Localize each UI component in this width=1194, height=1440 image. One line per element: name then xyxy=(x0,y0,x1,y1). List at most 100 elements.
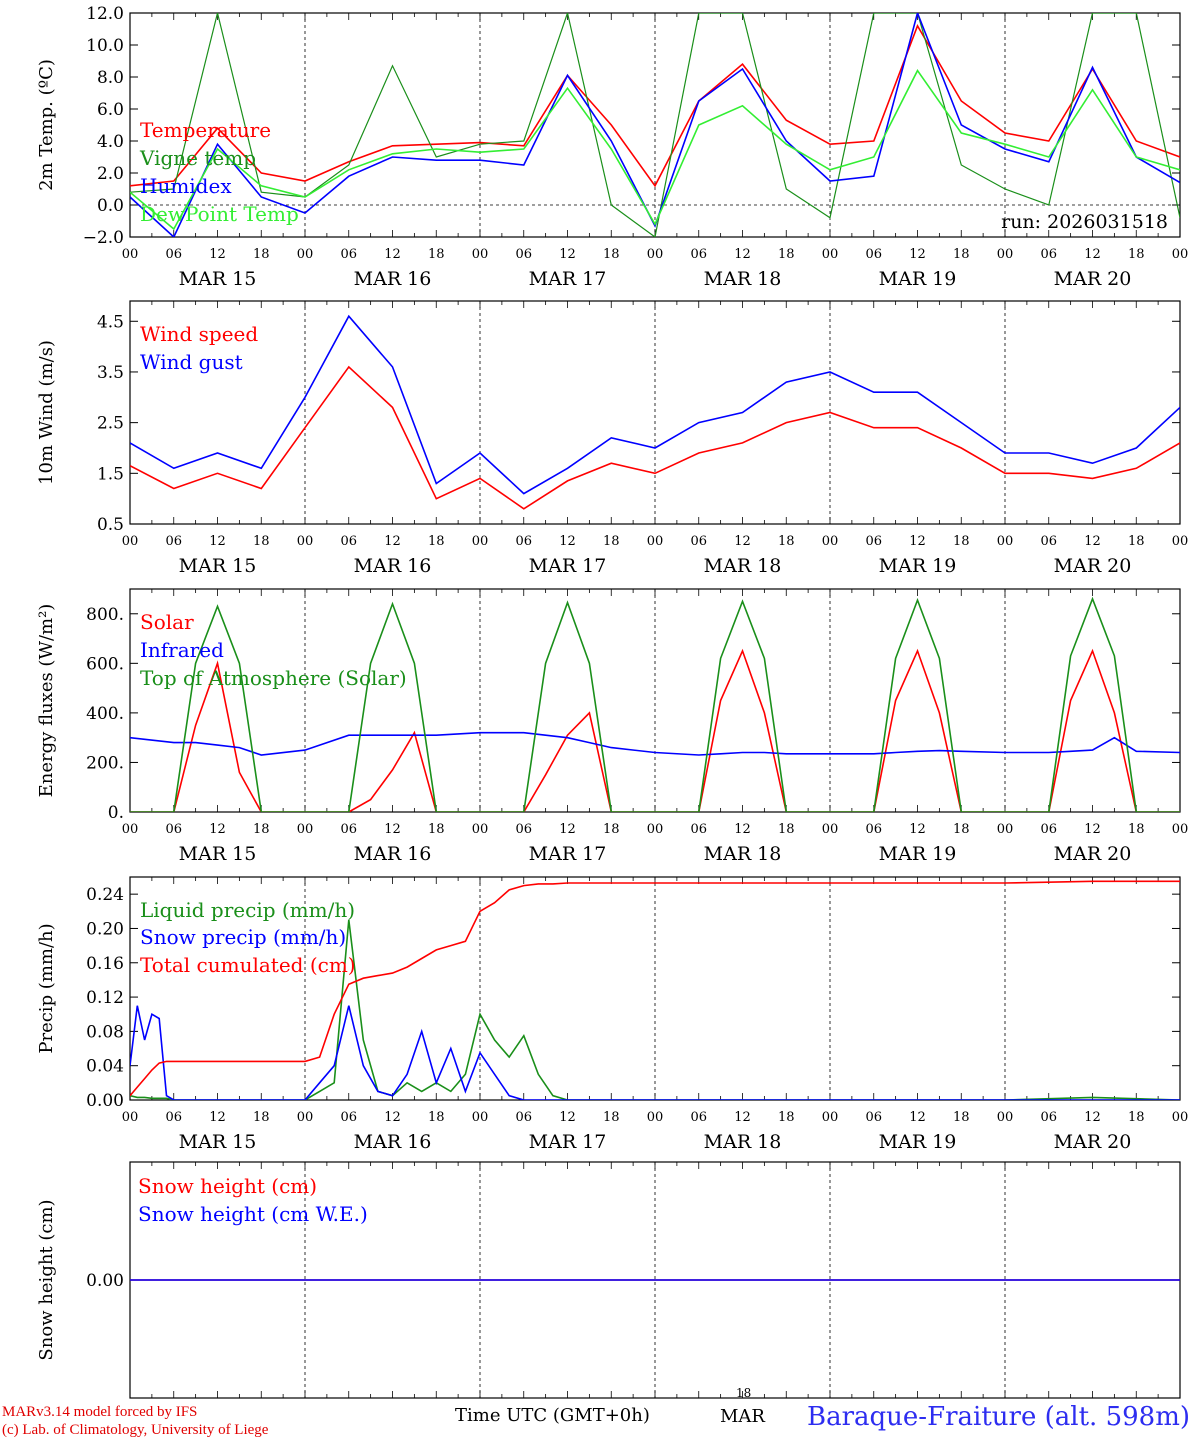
x-hour-label: 18 xyxy=(603,1110,620,1125)
x-day-label: MAR 18 xyxy=(704,843,782,865)
x-hour-label: 06 xyxy=(515,534,532,549)
series-group xyxy=(130,880,1180,1100)
x-hour-label: 00 xyxy=(647,822,664,837)
y-tick-label: 1.5 xyxy=(97,464,124,484)
x-hour-label: 12 xyxy=(384,534,401,549)
x-hour-label: 06 xyxy=(515,1110,532,1125)
x-hour-label: 18 xyxy=(1128,247,1145,262)
y-tick-label: 0.16 xyxy=(86,954,124,974)
x-hour-label: 12 xyxy=(734,1110,751,1125)
x-hour-label: 06 xyxy=(340,822,357,837)
x-hour-label: 00 xyxy=(647,1110,664,1125)
x-hour-label: 18 xyxy=(953,247,970,262)
y-axis-label: Energy fluxes (W/m²) xyxy=(36,604,57,798)
x-hour-label: 06 xyxy=(690,247,707,262)
x-hour-label: 00 xyxy=(1172,1110,1189,1125)
x-hour-label: 18 xyxy=(428,822,445,837)
y-tick-label: 400. xyxy=(86,704,124,724)
y-tick-label: 600. xyxy=(86,654,124,674)
y-tick-label: 800. xyxy=(86,605,124,625)
x-hour-label: 00 xyxy=(472,1110,489,1125)
legend-entry: Snow height (cm W.E.) xyxy=(138,1202,368,1226)
x-hour-label: 12 xyxy=(209,534,226,549)
y-tick-label: 0.00 xyxy=(86,1091,124,1111)
y-axis-label: Snow height (cm) xyxy=(36,1199,57,1360)
panel-frame xyxy=(129,588,1181,813)
x-day-label: MAR 20 xyxy=(1054,1131,1132,1153)
x-hour-label: 06 xyxy=(1040,534,1057,549)
x-hour-label: 12 xyxy=(1084,822,1101,837)
x-hour-label: 12 xyxy=(734,534,751,549)
station-title: Baraque-Fraiture (alt. 598m) xyxy=(806,1402,1190,1432)
x-hour-label: 00 xyxy=(997,1110,1014,1125)
x-hour-label: 00 xyxy=(122,1110,139,1125)
x-hour-label: 18 xyxy=(253,822,270,837)
series-line xyxy=(130,731,1180,756)
x-hour-label: 12 xyxy=(559,534,576,549)
series-line xyxy=(130,314,1180,495)
x-hour-label: 00 xyxy=(122,534,139,549)
series-line xyxy=(130,13,1180,237)
x-day-label: MAR 16 xyxy=(354,268,432,290)
x-hour-label: 18 xyxy=(603,247,620,262)
x-hour-label: 18 xyxy=(778,822,795,837)
series-group xyxy=(130,13,1180,237)
x-hour-label: 00 xyxy=(297,822,314,837)
panel-5: 0.00 Snow height (cm) Snow height (cm) Snow… xyxy=(36,1161,1181,1399)
x-hour-label: 00 xyxy=(997,247,1014,262)
y-axis-label: Precip (mm/h) xyxy=(36,923,57,1053)
y-tick-label: 3.5 xyxy=(97,363,124,383)
x-hour-label: 12 xyxy=(1084,247,1101,262)
x-day-label: MAR 17 xyxy=(529,843,607,865)
x-hour-label: 12 xyxy=(1084,534,1101,549)
series-group xyxy=(130,314,1180,510)
x-hour-label: 06 xyxy=(340,534,357,549)
legend-entry: Temperature xyxy=(140,118,271,142)
x-hour-label: 00 xyxy=(822,247,839,262)
x-hour-label: 06 xyxy=(1040,1110,1057,1125)
y-tick-label: 0.00 xyxy=(86,1271,124,1291)
x-hour-label: 12 xyxy=(384,1110,401,1125)
x-hour-label: 18 xyxy=(603,534,620,549)
x-hour-label: 00 xyxy=(822,822,839,837)
model-credit: MARv3.14 model forced by IFS xyxy=(2,1404,198,1420)
x-hour-label: 06 xyxy=(690,1110,707,1125)
legend-entry: Solar xyxy=(140,610,194,634)
x-hour-label: 06 xyxy=(690,822,707,837)
x-hour-label: 18 xyxy=(953,1110,970,1125)
x-day-label: MAR 16 xyxy=(354,843,432,865)
y-tick-label: 0.04 xyxy=(86,1057,124,1077)
series-line xyxy=(130,1005,1180,1100)
x-day-label: MAR 20 xyxy=(1054,555,1132,577)
y-tick-label: 6.0 xyxy=(97,100,124,120)
run-annotation: run: 2026031518 xyxy=(1001,211,1168,233)
x-day-label: MAR 17 xyxy=(529,268,607,290)
x-hour-label: 00 xyxy=(997,534,1014,549)
x-hour-label: 12 xyxy=(559,822,576,837)
panel-frame xyxy=(129,300,1181,525)
x-hour-label: 06 xyxy=(865,822,882,837)
x-hour-label: 18 xyxy=(1128,1110,1145,1125)
x-hour-label: 06 xyxy=(165,822,182,837)
x-day-label: MAR 15 xyxy=(179,555,257,577)
y-tick-label: 0.08 xyxy=(86,1022,124,1042)
legend-entry: Wind speed xyxy=(140,322,258,346)
y-tick-label: 200. xyxy=(86,753,124,773)
x-hour-label: 12 xyxy=(909,247,926,262)
x-hour-label: 12 xyxy=(384,247,401,262)
x-day-label: MAR 15 xyxy=(179,1131,257,1153)
x-hour-label: 18 xyxy=(253,1110,270,1125)
center-hour-label: 18 xyxy=(736,1386,752,1400)
x-hour-label: 06 xyxy=(165,534,182,549)
series-line xyxy=(130,880,1180,1097)
x-day-label: MAR 15 xyxy=(179,268,257,290)
panel-1: −2.0 0.0 2.0 4.0 6.0 8.0 10.0 12.0 2m Temp. (ºC)… xyxy=(36,4,1188,290)
legend-entry: Total cumulated (cm) xyxy=(140,953,356,977)
x-hour-label: 12 xyxy=(734,247,751,262)
x-hour-label: 12 xyxy=(559,1110,576,1125)
x-hour-label: 00 xyxy=(1172,247,1189,262)
x-hour-label: 12 xyxy=(909,822,926,837)
y-tick-label: 0.12 xyxy=(86,988,124,1008)
x-hour-label: 18 xyxy=(778,534,795,549)
x-hour-label: 00 xyxy=(122,247,139,262)
